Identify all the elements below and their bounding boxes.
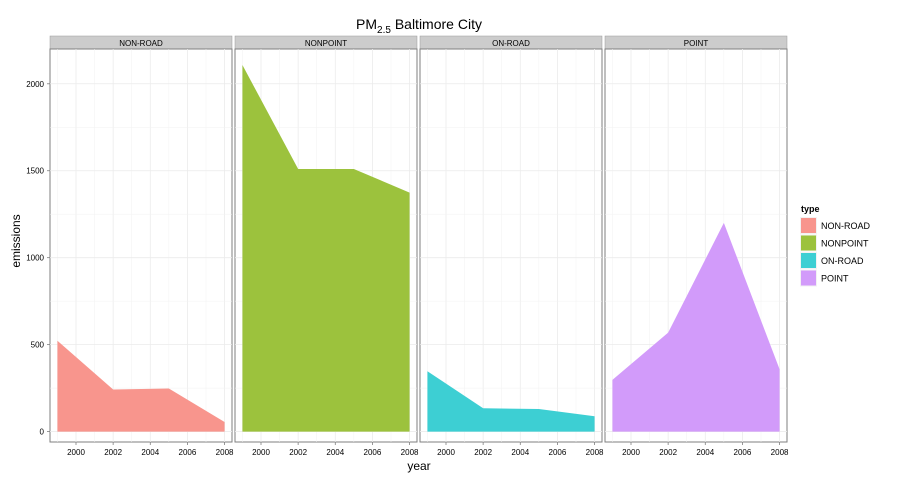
x-tick-label: 2008	[401, 448, 419, 457]
x-tick-label: 2006	[734, 448, 752, 457]
x-tick-label: 2008	[216, 448, 234, 457]
y-tick-label: 1000	[26, 254, 44, 263]
x-tick-label: 2000	[622, 448, 640, 457]
x-tick-label: 2004	[141, 448, 159, 457]
legend-item-point: POINT	[800, 269, 849, 287]
x-tick-label: 2002	[289, 448, 307, 457]
legend-swatch	[801, 218, 816, 233]
legend-label: NON-ROAD	[821, 221, 870, 231]
strip-label: POINT	[684, 39, 709, 48]
area-point	[612, 222, 780, 432]
x-tick-label: 2004	[511, 448, 529, 457]
panel-nonpoint: NONPOINT 2000 2002 2004 2006 2008	[234, 35, 419, 457]
x-tick-label: 2006	[179, 448, 197, 457]
y-tick-label: 500	[31, 341, 45, 350]
strip-label: NON-ROAD	[119, 39, 163, 48]
legend-label: ON-ROAD	[821, 256, 864, 266]
x-tick-label: 2004	[326, 448, 344, 457]
plot-area	[419, 48, 603, 443]
y-tick-label: 2000	[26, 80, 44, 89]
legend-swatch	[801, 270, 816, 286]
x-tick-label: 2004	[696, 448, 714, 457]
legend-item-on-road: ON-ROAD	[800, 252, 864, 269]
x-tick-label: 2000	[252, 448, 270, 457]
legend: type NON-ROAD NONPOINT ON-ROAD POINT	[800, 204, 870, 287]
x-tick-label: 2002	[659, 448, 677, 457]
strip-label: ON-ROAD	[492, 39, 530, 48]
facet-panels: NON-ROAD 2000 2002 2004 2006 2008 NONPOINT 2000…	[49, 35, 789, 457]
x-tick-label: 2002	[104, 448, 122, 457]
legend-item-non-road: NON-ROAD	[800, 217, 870, 234]
area-nonpoint	[242, 64, 410, 432]
x-tick-label: 2006	[549, 448, 567, 457]
legend-title: type	[801, 204, 820, 214]
gridlines	[50, 49, 232, 442]
legend-label: NONPOINT	[821, 239, 869, 249]
legend-swatch	[801, 235, 816, 251]
y-axis-label: emissions	[9, 214, 23, 267]
x-axis-label: year	[407, 459, 430, 473]
area-non-road	[57, 340, 225, 432]
panel-non-road: NON-ROAD 2000 2002 2004 2006 2008	[49, 35, 234, 457]
legend-label: POINT	[821, 274, 849, 284]
x-tick-label: 2008	[771, 448, 789, 457]
x-tick-label: 2000	[437, 448, 455, 457]
x-tick-label: 2008	[586, 448, 604, 457]
legend-swatch	[801, 253, 816, 268]
y-tick-label: 1500	[26, 167, 44, 176]
x-tick-label: 2006	[364, 448, 382, 457]
y-tick-label: 0	[40, 428, 45, 437]
x-tick-label: 2000	[67, 448, 85, 457]
strip-label: NONPOINT	[305, 39, 347, 48]
legend-item-nonpoint: NONPOINT	[800, 234, 869, 252]
panel-point: POINT 2000 2002 2004 2006 2008	[604, 35, 789, 457]
area-on-road	[427, 371, 595, 432]
gridlines	[420, 49, 602, 442]
y-axis: 0 500 1000 1500 2000	[26, 80, 50, 437]
chart-title: PM2.5 Baltimore City	[356, 16, 482, 36]
panel-on-road: ON-ROAD 2000 2002 2004 2006 2008	[419, 35, 604, 457]
x-tick-label: 2002	[474, 448, 492, 457]
